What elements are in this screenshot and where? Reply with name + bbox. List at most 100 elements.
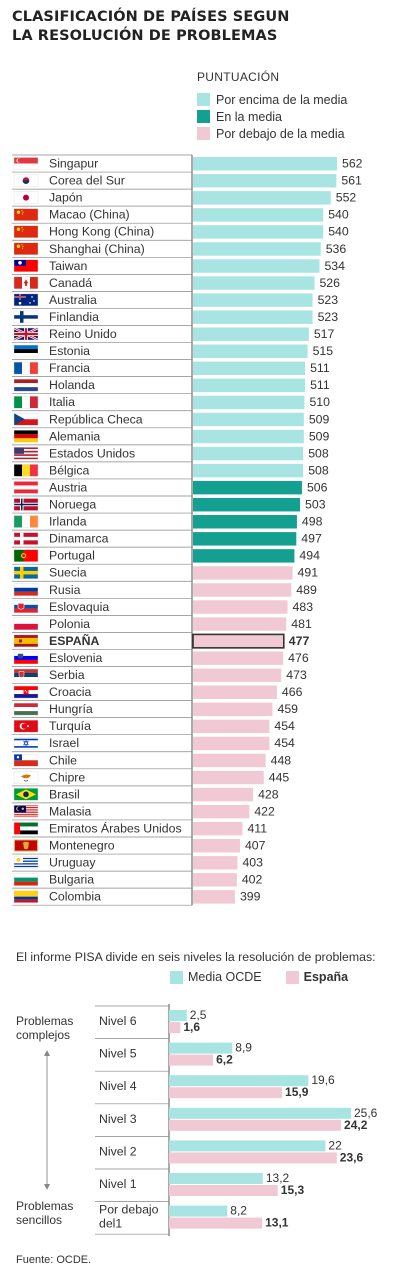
bar-australia <box>193 293 313 307</box>
country-label-shanghai-china: Shanghai (China) <box>49 242 145 256</box>
bar-irlanda <box>193 515 297 529</box>
country-row-macao-china: Macao (China) 540 <box>12 205 349 222</box>
country-row-emiratos-arabes-unidos: Emiratos Árabes Unidos 411 <box>12 819 267 835</box>
level-label-por-debajo-del1-line-2: del1 <box>99 1217 122 1231</box>
bar-montenegro <box>193 839 240 853</box>
bar-francia <box>193 361 306 376</box>
country-row-montenegro: Montenegro 407 <box>12 836 266 853</box>
country-row-turquia: Turquía 454 <box>12 717 295 734</box>
bar-taiwan <box>193 259 320 273</box>
country-label-irlanda: Irlanda <box>49 515 87 529</box>
chile-flag <box>13 754 39 767</box>
value-label-uruguay: 403 <box>242 856 263 870</box>
hungary-flag <box>13 702 39 716</box>
value-label-chile: 448 <box>271 753 292 767</box>
country-label-polonia: Polonia <box>49 617 90 631</box>
bar-alemania <box>193 429 304 444</box>
china-flag <box>13 225 39 238</box>
label-simple-problems: Problemas sencillos <box>16 1199 74 1227</box>
legend-label-above: Por encima de la media <box>216 92 348 107</box>
country-row-eslovaquia: Eslovaquia 483 <box>12 597 313 614</box>
value-label-rusia: 489 <box>296 583 317 597</box>
country-row-francia: Francia 511 <box>12 359 330 376</box>
country-row-corea-del-sur: Corea del Sur 561 <box>12 171 362 188</box>
bar-dinamarca <box>193 532 297 546</box>
level-bar-espana-por-debajo-del1 <box>169 1217 263 1229</box>
country-row-hong-kong-china: Hong Kong (China) 540 <box>12 222 349 239</box>
south-korea-flag <box>13 174 39 187</box>
finland-flag <box>13 310 39 324</box>
brazil-flag <box>13 788 39 801</box>
bar-noruega <box>193 498 301 512</box>
country-label-bulgaria: Bulgaria <box>49 873 94 887</box>
singapore-flag <box>13 157 39 170</box>
poland-flag <box>13 617 39 631</box>
country-row-chipre: Chipre 445 <box>12 768 289 785</box>
italy-flag <box>13 395 39 409</box>
level-label-nivel-6: Nivel 6 <box>99 1014 137 1028</box>
value-label-israel: 454 <box>274 736 295 750</box>
level-bar-espana-nivel-6 <box>169 1022 181 1033</box>
level-value-media-ocde-por-debajo-del1: 8,2 <box>230 1204 247 1218</box>
bar-shanghai-china <box>193 242 321 256</box>
country-label-suecia: Suecia <box>49 566 87 580</box>
country-label-italia: Italia <box>49 395 75 409</box>
country-label-serbia: Serbia <box>49 668 85 682</box>
country-row-hungria: Hungría 459 <box>12 700 298 716</box>
bar-canada <box>193 276 315 290</box>
country-label-portugal: Portugal <box>49 549 95 563</box>
country-label-dinamarca: Dinamarca <box>49 532 109 546</box>
level-bar-espana-nivel-5 <box>169 1054 214 1066</box>
bar-suecia <box>193 566 293 580</box>
country-row-dinamarca: Dinamarca 497 <box>12 529 322 546</box>
level-value-espana-nivel-4: 15,9 <box>285 1085 309 1099</box>
bar-bulgaria <box>193 873 237 887</box>
value-label-suecia: 491 <box>298 566 319 580</box>
country-label-espana: ESPAÑA <box>49 633 99 648</box>
ireland-flag <box>13 515 39 528</box>
bar-corea-del-sur <box>193 174 337 188</box>
value-label-italia: 510 <box>309 395 330 409</box>
country-label-alemania: Alemania <box>49 429 100 443</box>
country-row-israel: Israel 454 <box>12 734 295 750</box>
cyprus-flag <box>13 771 39 784</box>
estonia-flag <box>13 344 39 358</box>
country-row-finlandia: Finlandia 523 <box>12 308 338 324</box>
value-label-portugal: 494 <box>299 549 320 563</box>
bar-turquia <box>193 719 270 734</box>
bar-chipre <box>193 770 264 785</box>
legend-item-above: Por encima de la media <box>197 91 347 108</box>
country-label-noruega: Noruega <box>49 498 96 512</box>
legend-label-spain: España <box>303 970 349 984</box>
colombia-flag <box>13 890 39 903</box>
country-label-finlandia: Finlandia <box>49 310 99 324</box>
country-label-estados-unidos: Estados Unidos <box>49 446 135 460</box>
bar-malasia <box>193 804 250 819</box>
country-row-irlanda: Irlanda 498 <box>12 512 323 529</box>
slovenia-flag <box>13 651 39 665</box>
country-label-hong-kong-china: Hong Kong (China) <box>49 225 154 239</box>
level-value-media-ocde-nivel-1: 13,2 <box>266 1171 290 1185</box>
value-label-polonia: 481 <box>291 617 312 631</box>
legend-item-oecd: Media OCDE <box>170 970 262 984</box>
montenegro-flag <box>13 839 39 852</box>
bar-colombia <box>193 890 235 904</box>
germany-flag <box>13 430 39 443</box>
value-label-republica-checa: 509 <box>309 412 330 426</box>
belgium-flag <box>13 464 39 477</box>
bar-estados-unidos <box>193 446 304 461</box>
japan-flag <box>13 191 39 204</box>
bar-austria <box>193 480 302 495</box>
russia-flag <box>13 583 39 596</box>
country-label-colombia: Colombia <box>49 890 101 904</box>
country-row-brasil: Brasil 428 <box>12 785 279 801</box>
value-label-estonia: 515 <box>313 344 334 358</box>
country-label-reino-unido: Reino Unido <box>49 327 117 341</box>
country-row-uruguay: Uruguay 403 <box>12 853 263 870</box>
level-row-nivel-4: Nivel 4 19,615,9 <box>95 1070 335 1099</box>
level-row-nivel-3: Nivel 3 25,624,2 <box>95 1103 378 1132</box>
value-label-macao-china: 540 <box>328 208 349 222</box>
label-complex-problems: Problemas complejos <box>16 1014 74 1042</box>
